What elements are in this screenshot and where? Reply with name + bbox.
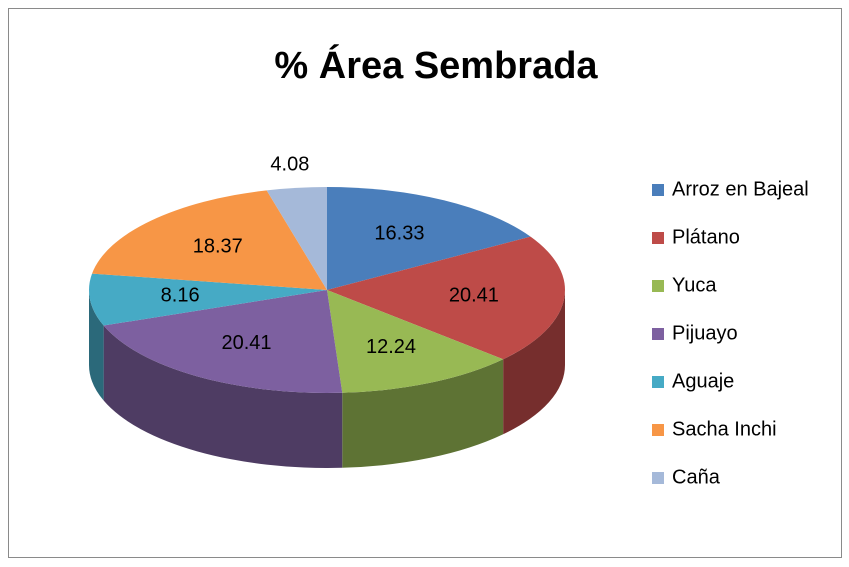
slice-side — [103, 325, 343, 468]
legend-label: Sacha Inchi — [672, 418, 777, 440]
legend-label: Arroz en Bajeal — [672, 178, 809, 200]
data-label: 18.37 — [193, 235, 243, 257]
slice — [88, 273, 327, 326]
chart-title: % Área Sembrada — [274, 43, 598, 87]
legend-swatch — [652, 328, 664, 340]
legend-label: Plátano — [672, 226, 740, 248]
legend-label: Aguaje — [672, 370, 734, 392]
legend-label: Pijuayo — [672, 322, 738, 344]
slice — [103, 290, 343, 393]
slice — [327, 187, 531, 290]
legend-swatch — [652, 376, 664, 388]
slice-side — [89, 290, 104, 401]
data-label: 12.24 — [366, 336, 416, 358]
slice — [327, 290, 504, 393]
legend-label: Caña — [672, 466, 721, 488]
legend-swatch — [652, 472, 664, 484]
legend-swatch — [652, 184, 664, 196]
data-label: 16.33 — [374, 223, 424, 245]
data-label: 20.41 — [221, 332, 271, 354]
data-label: 8.16 — [161, 284, 200, 306]
legend-swatch — [652, 280, 664, 292]
slice-side — [342, 359, 504, 468]
slice — [92, 190, 327, 290]
data-label: 20.41 — [449, 284, 499, 306]
slice-side — [503, 290, 565, 435]
slice — [266, 187, 327, 290]
data-label: 4.08 — [270, 154, 309, 176]
slice — [327, 236, 565, 360]
legend-swatch — [652, 424, 664, 436]
legend-label: Yuca — [672, 274, 717, 296]
legend-swatch — [652, 232, 664, 244]
